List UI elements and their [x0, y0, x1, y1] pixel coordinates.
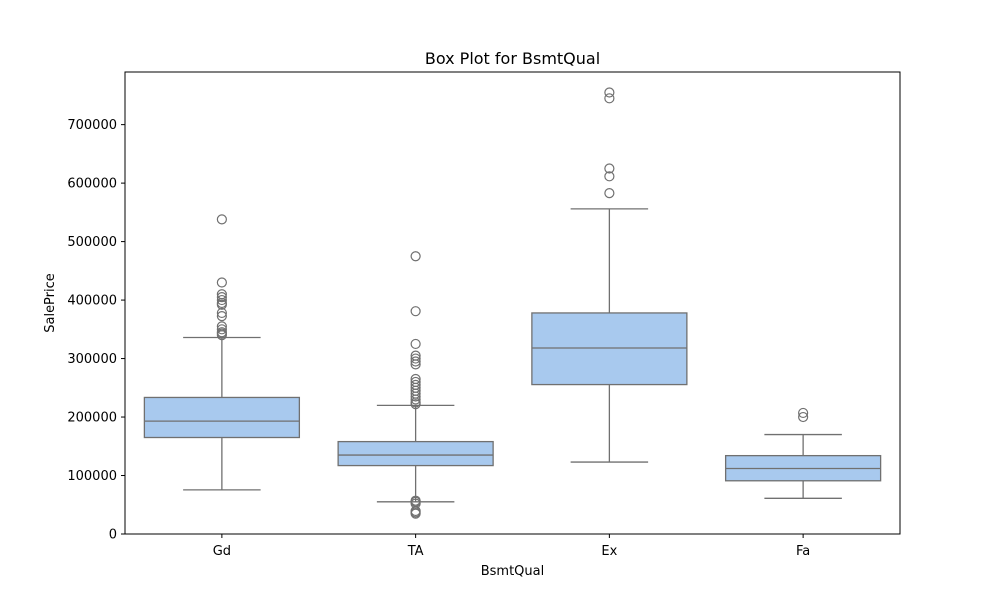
box-group-ex [531, 87, 688, 463]
outlier-point [410, 350, 421, 361]
outlier-point [216, 277, 227, 288]
outlier-point [410, 353, 421, 364]
x-axis-title: BsmtQual [481, 564, 545, 579]
y-tick-label: 300000 [67, 352, 117, 367]
iqr-box [143, 396, 301, 439]
iqr-box [531, 312, 688, 386]
outlier-point [604, 87, 615, 98]
outlier-point [604, 163, 615, 174]
x-tick-label: Fa [796, 544, 810, 559]
iqr-box [337, 440, 494, 467]
y-tick-label: 600000 [67, 177, 117, 192]
outlier-point [216, 327, 227, 338]
outlier-point [410, 356, 421, 367]
outlier-point [216, 294, 227, 306]
plot-frame [124, 71, 901, 535]
outlier-point [216, 214, 227, 225]
outlier-point [216, 311, 227, 322]
plot-area [143, 87, 882, 519]
outlier-point [410, 495, 421, 506]
axes: Gd TA Ex Fa 0 100000 200000 300000 400000 500000 6… [67, 118, 810, 559]
outlier-point [410, 338, 421, 350]
y-tick-label: 400000 [67, 294, 117, 309]
outlier-point [798, 407, 809, 419]
outlier-point [410, 379, 421, 390]
y-tick-label: 200000 [67, 411, 117, 426]
outlier-point [216, 292, 227, 303]
outlier-point [216, 324, 227, 335]
outlier-point [410, 251, 421, 262]
outlier-point [410, 306, 421, 317]
x-tick-label: Gd [213, 544, 231, 559]
y-tick-label: 500000 [67, 235, 117, 250]
y-axis-title: SalePrice [43, 273, 58, 333]
x-tick-label: Ex [601, 544, 617, 559]
outlier-point [216, 307, 227, 319]
outlier-point [410, 376, 421, 388]
x-tick-label: TA [407, 544, 424, 559]
outlier-point [604, 171, 615, 182]
y-tick-label: 700000 [67, 118, 117, 133]
outlier-point [604, 188, 615, 199]
box-group-ta [337, 251, 494, 519]
outlier-point [410, 373, 421, 385]
outlier-point [216, 321, 227, 332]
box-group-fa [724, 407, 882, 499]
chart-title: Box Plot for BsmtQual [425, 49, 600, 68]
outlier-point [798, 411, 809, 423]
y-tick-label: 100000 [67, 469, 117, 484]
outlier-point [604, 93, 615, 104]
box-group-gd [143, 214, 301, 491]
y-tick-label: 0 [109, 528, 117, 543]
outlier-point [216, 289, 227, 300]
